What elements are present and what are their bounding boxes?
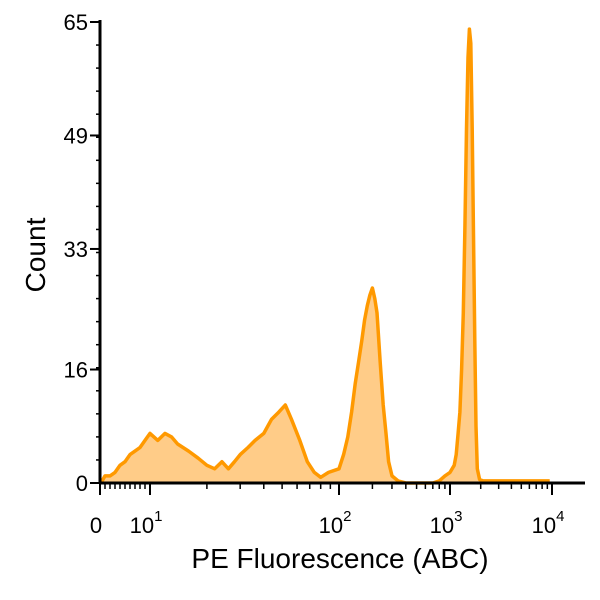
series-0-area xyxy=(101,29,550,483)
y-tick-label: 49 xyxy=(64,123,88,148)
y-tick-label: 0 xyxy=(76,471,88,496)
series-0-line xyxy=(99,27,550,485)
x-tick-label: 104 xyxy=(532,508,565,538)
y-tick-label: 16 xyxy=(64,358,88,383)
axes: 0 16 33 49 65 0 101 102 103 104 xyxy=(64,10,585,538)
plot-area xyxy=(99,27,550,485)
x-axis-title: PE Fluorescence (ABC) xyxy=(191,543,488,574)
x-tick-label: 103 xyxy=(430,508,463,538)
y-tick-label: 33 xyxy=(64,237,88,262)
y-tick-label: 65 xyxy=(64,10,88,35)
y-axis-title: Count xyxy=(20,217,51,292)
x-tick-label: 102 xyxy=(319,508,352,538)
x-tick-label: 0 xyxy=(90,513,102,538)
x-tick-label: 101 xyxy=(130,508,163,538)
